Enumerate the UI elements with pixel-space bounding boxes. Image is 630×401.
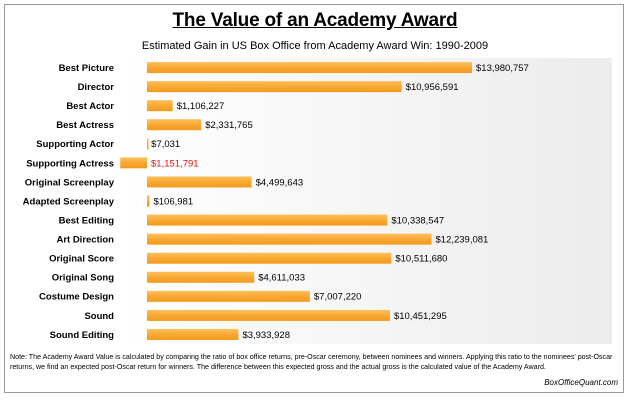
value-label: $2,331,765	[205, 120, 253, 131]
value-label: $106,981	[153, 196, 193, 207]
category-label: Supporting Actress	[26, 158, 114, 169]
category-label: Sound	[84, 311, 114, 322]
category-label: Best Actor	[66, 101, 114, 112]
bar	[147, 309, 390, 321]
bar	[147, 81, 402, 93]
value-label: $10,338,547	[391, 215, 444, 226]
category-label: Best Editing	[59, 215, 115, 226]
category-label: Supporting Actor	[36, 139, 114, 150]
value-label: $4,499,643	[256, 177, 304, 188]
category-label: Art Direction	[56, 235, 114, 246]
chart-subtitle: Estimated Gain in US Box Office from Aca…	[141, 40, 489, 52]
bar	[147, 252, 392, 264]
category-label: Director	[78, 82, 115, 93]
bar	[147, 328, 239, 340]
bar	[147, 195, 150, 207]
value-label: $4,611,033	[258, 273, 305, 284]
value-label: $7,007,220	[314, 292, 362, 303]
value-label: $12,239,081	[436, 235, 489, 246]
bar	[120, 157, 147, 169]
bar	[147, 138, 149, 150]
category-label: Best Picture	[59, 63, 114, 74]
bar	[147, 176, 252, 188]
value-label: $10,511,680	[395, 254, 447, 265]
category-label: Original Score	[49, 254, 114, 265]
category-label: Original Song	[52, 273, 114, 284]
bar	[147, 62, 472, 74]
category-label: Costume Design	[39, 292, 114, 303]
bar	[147, 214, 388, 226]
category-label: Adapted Screenplay	[23, 196, 115, 207]
chart-title: The Value of an Academy Award	[172, 10, 458, 31]
bar	[147, 119, 202, 131]
value-label: $1,106,227	[177, 101, 225, 112]
bar	[147, 100, 173, 112]
value-label: $10,451,295	[394, 311, 447, 322]
source-credit: BoxOfficeQuant.com	[544, 378, 618, 387]
bar	[147, 271, 255, 283]
value-label: $10,956,591	[406, 82, 459, 93]
methodology-note: Note: The Academy Award Value is calcula…	[10, 353, 613, 371]
category-label: Best Actress	[56, 120, 114, 131]
bar	[147, 233, 432, 245]
value-label: $3,933,928	[242, 330, 290, 341]
value-label: $1,151,791	[151, 158, 199, 169]
bar	[147, 290, 310, 302]
value-label: $13,980,757	[476, 63, 529, 74]
category-label: Original Screenplay	[25, 177, 115, 188]
value-label: $7,031	[151, 139, 180, 150]
category-label: Sound Editing	[50, 330, 115, 341]
